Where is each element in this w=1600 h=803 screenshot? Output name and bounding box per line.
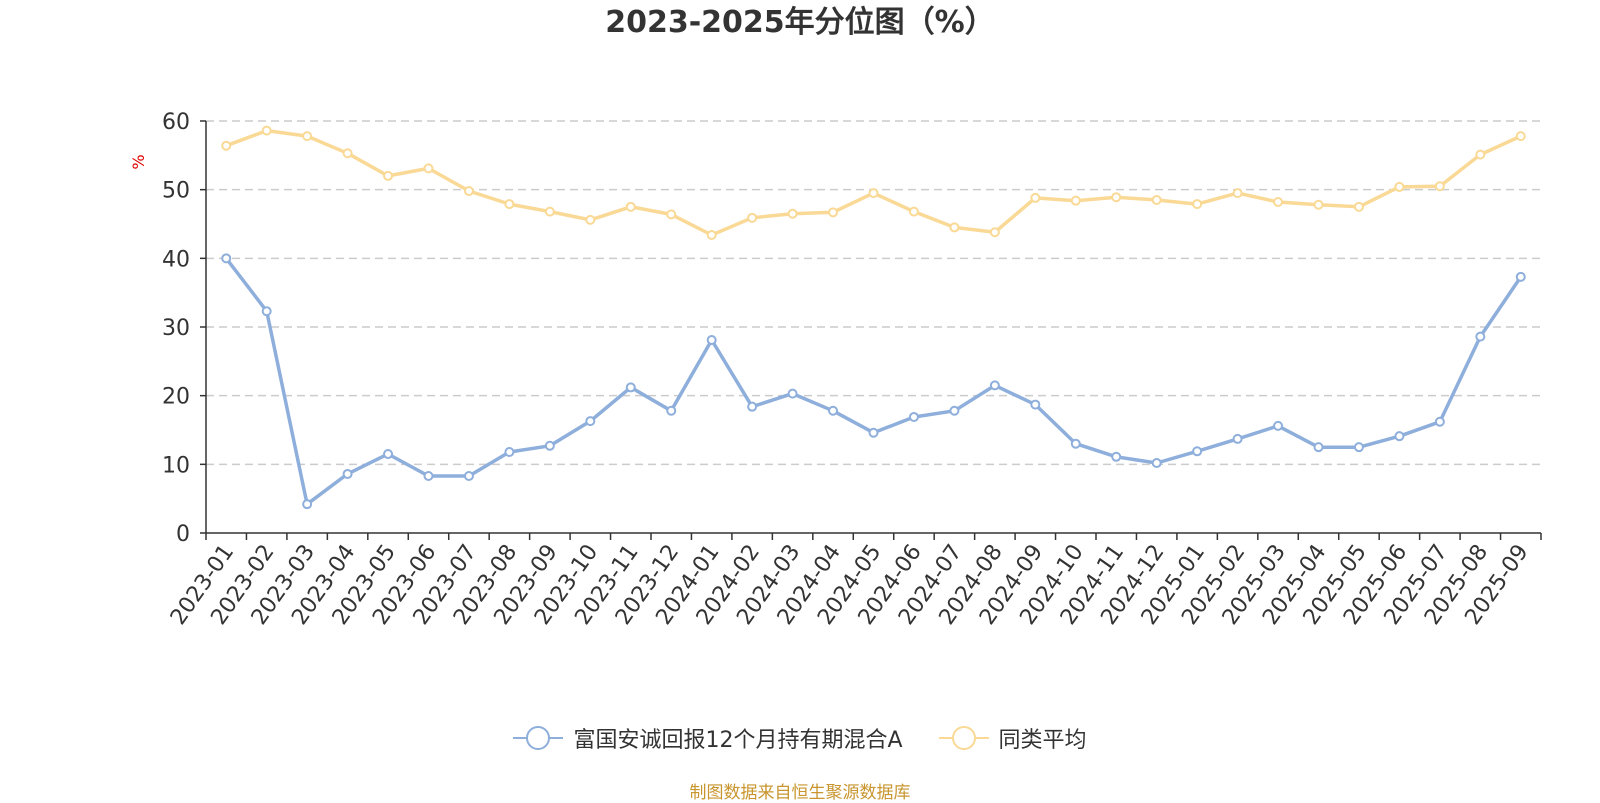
chart-title: 2023-2025年分位图（%） [605, 5, 995, 40]
data-point[interactable] [1273, 197, 1284, 208]
data-point[interactable] [261, 306, 272, 317]
data-point[interactable] [1475, 149, 1486, 160]
data-point[interactable] [989, 380, 1000, 391]
y-tick-label: 30 [162, 316, 190, 341]
data-point[interactable] [342, 468, 353, 479]
data-point[interactable] [423, 471, 434, 482]
data-point[interactable] [383, 449, 394, 460]
legend-item-average[interactable]: 同类平均 [938, 722, 1087, 754]
data-point[interactable] [868, 427, 879, 438]
data-point[interactable] [1111, 192, 1122, 203]
legend-label-average: 同类平均 [998, 728, 1087, 753]
y-axis-label: % [129, 154, 148, 169]
data-point[interactable] [1434, 181, 1445, 192]
data-point[interactable] [1232, 433, 1243, 444]
data-point[interactable] [747, 212, 758, 223]
data-point[interactable] [342, 148, 353, 159]
data-point[interactable] [504, 446, 515, 457]
data-point[interactable] [1394, 181, 1405, 192]
data-point[interactable] [463, 471, 474, 482]
data-point[interactable] [1273, 420, 1284, 431]
data-point[interactable] [625, 382, 636, 393]
data-point[interactable] [908, 206, 919, 217]
data-point[interactable] [1313, 199, 1324, 210]
series-line-0 [224, 257, 1523, 506]
data-point[interactable] [221, 253, 232, 264]
data-point[interactable] [1111, 451, 1122, 462]
legend-label-fund: 富国安诚回报12个月持有期混合A [573, 728, 903, 753]
data-point[interactable] [261, 125, 272, 136]
data-point[interactable] [423, 163, 434, 174]
data-point[interactable] [1353, 442, 1364, 453]
y-tick-label: 40 [162, 247, 190, 272]
data-point[interactable] [1070, 195, 1081, 206]
data-point[interactable] [1192, 199, 1203, 210]
data-point[interactable] [666, 405, 677, 416]
data-point[interactable] [625, 201, 636, 212]
data-point[interactable] [1151, 457, 1162, 468]
data-point[interactable] [302, 131, 313, 142]
legend-item-fund[interactable]: 富国安诚回报12个月持有期混合A [513, 722, 903, 754]
data-point[interactable] [787, 388, 798, 399]
y-tick-label: 10 [162, 453, 190, 478]
y-tick-label: 50 [162, 179, 190, 204]
data-point[interactable] [1192, 446, 1203, 457]
data-point[interactable] [1353, 201, 1364, 212]
data-point[interactable] [787, 208, 798, 219]
data-point[interactable] [302, 499, 313, 510]
data-point[interactable] [949, 222, 960, 233]
y-axis: 0 10 20 30 40 50 60 [162, 110, 207, 547]
source-note: 制图数据来自恒生聚源数据库 [689, 783, 911, 803]
data-point[interactable] [544, 206, 555, 217]
legend-swatch-fund [513, 726, 564, 750]
x-axis: 2023-012023-022023-032023-042023-052023-… [166, 532, 1542, 630]
data-point[interactable] [868, 188, 879, 199]
data-point[interactable] [1394, 431, 1405, 442]
data-point[interactable] [908, 411, 919, 422]
data-point[interactable] [1434, 416, 1445, 427]
series-line-1 [225, 128, 1522, 237]
data-point[interactable] [666, 209, 677, 220]
data-point[interactable] [585, 416, 596, 427]
data-point[interactable] [1515, 271, 1526, 282]
data-point[interactable] [828, 405, 839, 416]
data-point[interactable] [221, 140, 232, 151]
data-point[interactable] [1151, 194, 1162, 205]
data-point[interactable] [463, 186, 474, 197]
data-point[interactable] [828, 207, 839, 218]
data-point[interactable] [1475, 331, 1486, 342]
data-point[interactable] [747, 401, 758, 412]
data-point[interactable] [1313, 442, 1324, 453]
grid-lines [206, 120, 1541, 466]
data-point[interactable] [989, 227, 1000, 238]
data-point[interactable] [1232, 188, 1243, 199]
data-point[interactable] [585, 214, 596, 225]
legend-swatch-average [938, 726, 989, 750]
legend: 富国安诚回报12个月持有期混合A 同类平均 [0, 722, 1600, 754]
y-tick-label: 0 [176, 522, 190, 547]
data-point[interactable] [1030, 192, 1041, 203]
data-point[interactable] [1515, 131, 1526, 142]
data-point[interactable] [706, 335, 717, 346]
data-point[interactable] [706, 229, 717, 240]
data-point[interactable] [949, 405, 960, 416]
y-tick-label: 60 [162, 110, 190, 135]
data-point[interactable] [383, 170, 394, 181]
series-layer [221, 125, 1526, 510]
data-point[interactable] [1030, 399, 1041, 410]
data-point[interactable] [1070, 438, 1081, 449]
y-tick-label: 20 [162, 385, 190, 410]
data-point[interactable] [544, 440, 555, 451]
data-point[interactable] [504, 199, 515, 210]
